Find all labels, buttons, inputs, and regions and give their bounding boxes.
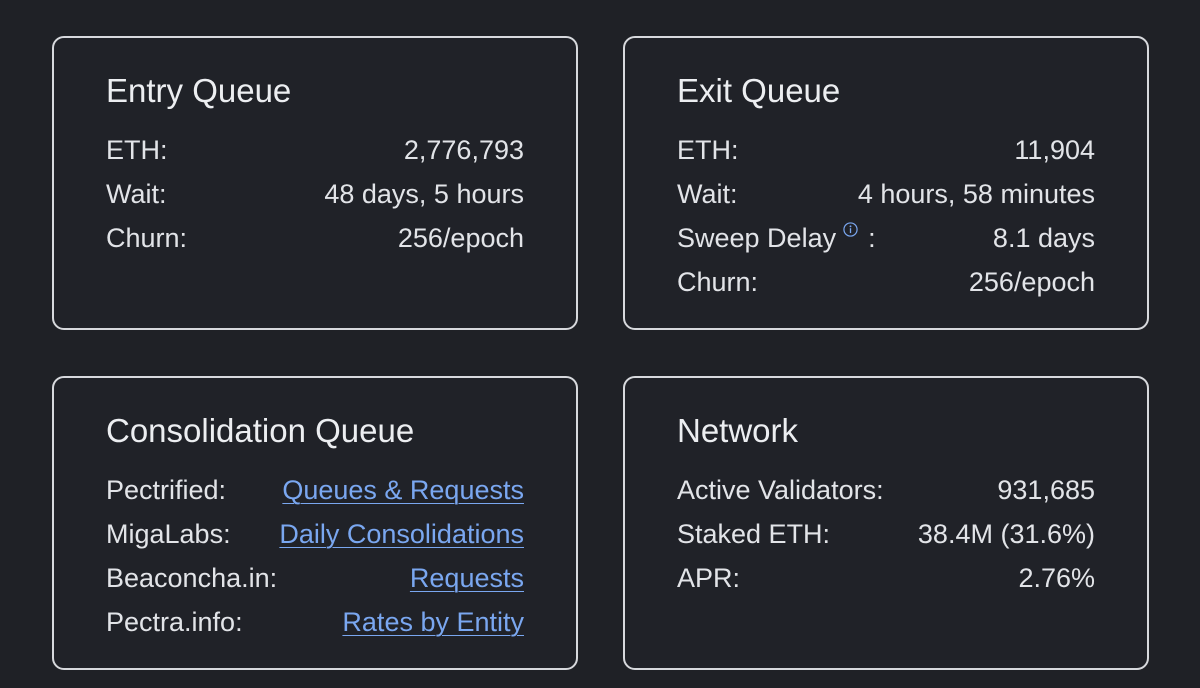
exit-sweep-delay-label: Sweep Delay bbox=[677, 223, 837, 253]
network-staked-eth-value: 38.4M (31.6%) bbox=[917, 519, 1095, 549]
exit-queue-rows: ETH: 11,904 Wait: 4 hours, 58 minutes Sw… bbox=[677, 132, 1095, 308]
exit-queue-card: Exit Queue ETH: 11,904 Wait: 4 hours, 58… bbox=[623, 36, 1149, 330]
entry-wait-value: 48 days, 5 hours bbox=[324, 179, 524, 209]
entry-queue-card: Entry Queue ETH: 2,776,793 Wait: 48 days… bbox=[52, 36, 578, 330]
consolidation-migalabs-label: MigaLabs: bbox=[106, 519, 231, 549]
consolidation-queue-title: Consolidation Queue bbox=[106, 412, 415, 449]
consolidation-queue-rows: Pectrified: Queues & Requests MigaLabs: … bbox=[106, 472, 524, 648]
entry-eth-label: ETH: bbox=[106, 135, 168, 165]
entry-churn-row: Churn: 256/epoch bbox=[106, 220, 524, 264]
consolidation-beaconchain-label: Beaconcha.in: bbox=[106, 563, 278, 593]
consolidation-pectrified-label: Pectrified: bbox=[106, 475, 227, 505]
exit-wait-label: Wait: bbox=[677, 179, 738, 209]
exit-sweep-delay-label-group: Sweep Delay : bbox=[677, 220, 876, 256]
exit-churn-value: 256/epoch bbox=[968, 267, 1095, 297]
consolidation-queue-card: Consolidation Queue Pectrified: Queues &… bbox=[52, 376, 578, 670]
network-apr-row: APR: 2.76% bbox=[677, 560, 1095, 604]
exit-churn-label: Churn: bbox=[677, 267, 759, 297]
network-title: Network bbox=[677, 412, 799, 449]
exit-wait-row: Wait: 4 hours, 58 minutes bbox=[677, 176, 1095, 220]
exit-wait-value: 4 hours, 58 minutes bbox=[857, 179, 1095, 209]
daily-consolidations-link[interactable]: Daily Consolidations bbox=[279, 519, 524, 549]
network-apr-label: APR: bbox=[677, 563, 741, 593]
requests-link[interactable]: Requests bbox=[409, 563, 524, 593]
exit-queue-title: Exit Queue bbox=[677, 72, 841, 109]
exit-sweep-delay-value: 8.1 days bbox=[992, 223, 1095, 253]
consolidation-pectrified-row: Pectrified: Queues & Requests bbox=[106, 472, 524, 516]
network-staked-eth-row: Staked ETH: 38.4M (31.6%) bbox=[677, 516, 1095, 560]
entry-queue-title: Entry Queue bbox=[106, 72, 292, 109]
network-active-validators-row: Active Validators: 931,685 bbox=[677, 472, 1095, 516]
exit-eth-row: ETH: 11,904 bbox=[677, 132, 1095, 176]
entry-churn-value: 256/epoch bbox=[397, 223, 524, 253]
entry-queue-rows: ETH: 2,776,793 Wait: 48 days, 5 hours Ch… bbox=[106, 132, 524, 264]
exit-eth-value: 11,904 bbox=[1014, 135, 1095, 165]
entry-wait-row: Wait: 48 days, 5 hours bbox=[106, 176, 524, 220]
network-apr-value: 2.76% bbox=[1018, 563, 1095, 593]
exit-eth-label: ETH: bbox=[677, 135, 739, 165]
entry-churn-label: Churn: bbox=[106, 223, 188, 253]
network-active-validators-label: Active Validators: bbox=[677, 475, 884, 505]
consolidation-pectra-info-row: Pectra.info: Rates by Entity bbox=[106, 604, 524, 648]
network-staked-eth-label: Staked ETH: bbox=[677, 519, 831, 549]
entry-eth-row: ETH: 2,776,793 bbox=[106, 132, 524, 176]
consolidation-pectra-info-label: Pectra.info: bbox=[106, 607, 243, 637]
rates-by-entity-link[interactable]: Rates by Entity bbox=[342, 607, 524, 637]
network-active-validators-value: 931,685 bbox=[997, 475, 1095, 505]
consolidation-beaconchain-row: Beaconcha.in: Requests bbox=[106, 560, 524, 604]
exit-sweep-delay-row: Sweep Delay : 8.1 days bbox=[677, 220, 1095, 264]
network-rows: Active Validators: 931,685 Staked ETH: 3… bbox=[677, 472, 1095, 604]
queues-requests-link[interactable]: Queues & Requests bbox=[282, 475, 524, 505]
entry-eth-value: 2,776,793 bbox=[403, 135, 524, 165]
consolidation-migalabs-row: MigaLabs: Daily Consolidations bbox=[106, 516, 524, 560]
info-circle-icon[interactable] bbox=[843, 210, 858, 237]
exit-sweep-delay-colon: : bbox=[868, 223, 876, 253]
network-card: Network Active Validators: 931,685 Stake… bbox=[623, 376, 1149, 670]
entry-wait-label: Wait: bbox=[106, 179, 167, 209]
exit-churn-row: Churn: 256/epoch bbox=[677, 264, 1095, 308]
